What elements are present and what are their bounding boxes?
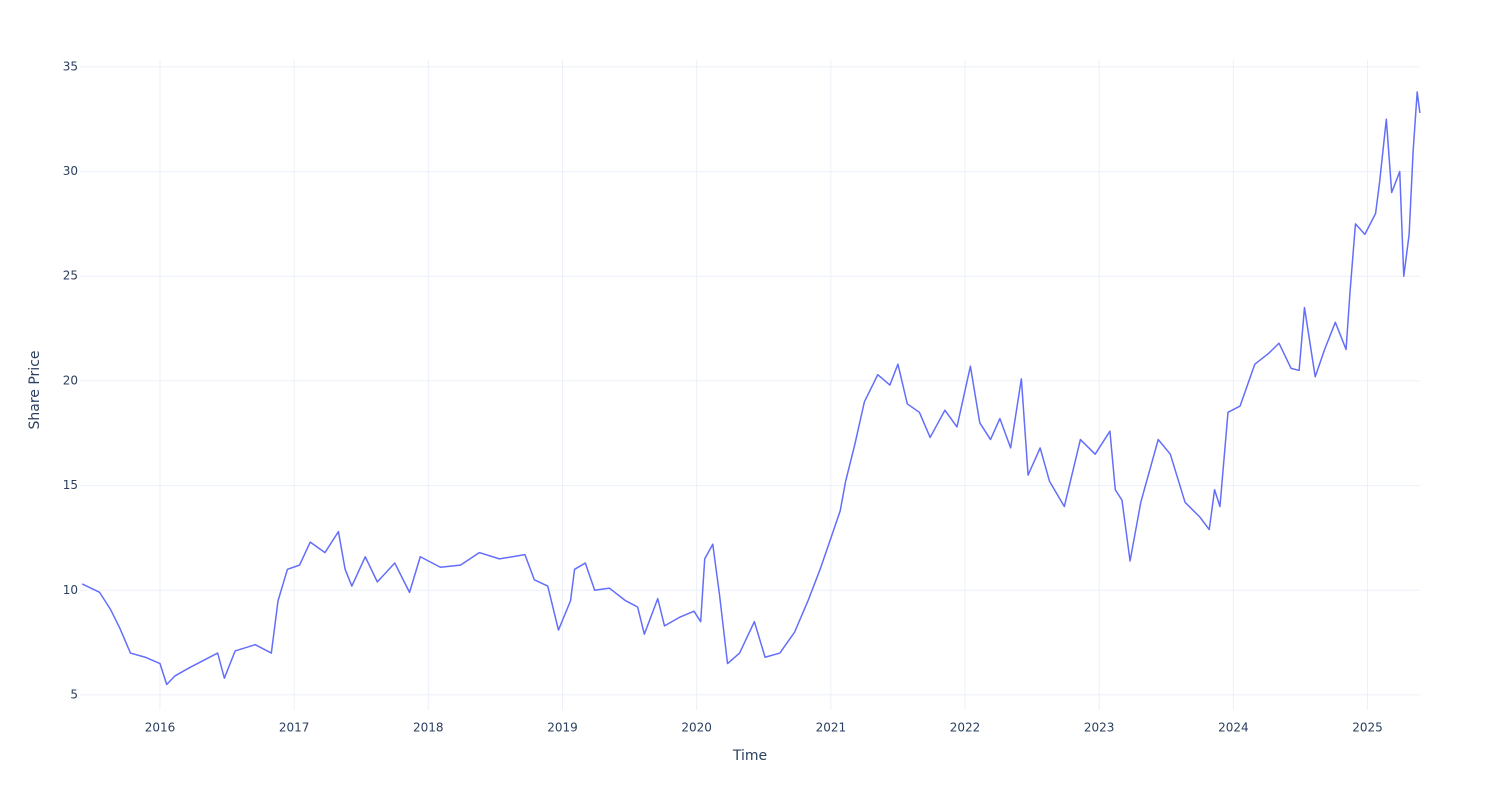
x-tick-label: 2024	[1218, 721, 1249, 735]
x-tick-label: 2016	[145, 721, 176, 735]
y-tick-label: 15	[63, 478, 78, 492]
y-tick-label: 10	[63, 583, 78, 597]
x-tick-label: 2019	[547, 721, 578, 735]
x-tick-label: 2021	[816, 721, 847, 735]
x-tick-label: 2017	[279, 721, 310, 735]
price-line	[81, 91, 1421, 686]
y-tick-label: 20	[63, 373, 78, 387]
y-tick-label: 5	[70, 687, 78, 701]
x-tick-label: 2025	[1352, 721, 1383, 735]
y-tick-label: 30	[63, 164, 78, 178]
y-axis-label: Share Price	[27, 350, 43, 429]
x-tick-label: 2018	[413, 721, 444, 735]
x-axis-label: Time	[732, 748, 767, 764]
x-tick-label: 2020	[681, 721, 712, 735]
y-tick-label: 25	[63, 269, 78, 283]
x-tick-label: 2022	[950, 721, 981, 735]
y-tick-label: 35	[63, 59, 78, 73]
x-tick-label: 2023	[1084, 721, 1115, 735]
